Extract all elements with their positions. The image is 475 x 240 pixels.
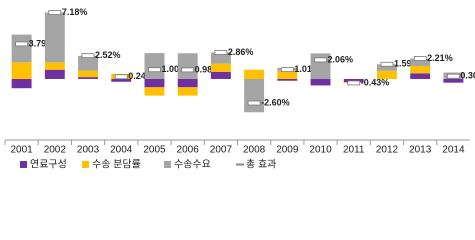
bar-segment (78, 70, 98, 78)
total-marker (114, 74, 128, 80)
bar-segment (44, 69, 65, 79)
bar-segment (44, 12, 65, 63)
total-label: 7.18% (62, 7, 88, 17)
bar-segment (78, 55, 98, 71)
x-tick-label: 2014 (442, 145, 465, 156)
x-tick-label: 2001 (10, 145, 33, 156)
total-marker (413, 56, 427, 61)
total-marker (280, 67, 294, 73)
total-marker (148, 67, 161, 73)
total-marker (314, 57, 327, 63)
bar-segment (210, 63, 231, 72)
chart: 2001 3.79% 2002 7.18% 2003 2.52% 2004 0.24% 2005… (4, 7, 475, 171)
total-marker (380, 61, 394, 67)
x-tick-label: 2004 (110, 145, 133, 156)
bar-segment (78, 77, 98, 79)
bar-segment (210, 52, 231, 64)
x-tick-label: 2013 (409, 145, 432, 156)
bar-segment (111, 78, 132, 82)
bar-segment (44, 62, 65, 70)
total-marker (181, 67, 195, 73)
total-label: 3.79% (29, 38, 55, 48)
legend-swatch (164, 161, 171, 168)
bar-segment (11, 78, 32, 89)
total-label: 2.52% (95, 50, 121, 60)
legend-label: 수송수요 (174, 159, 211, 171)
bar-segment (244, 69, 265, 79)
bar-segment (144, 53, 165, 79)
total-label: -2.60% (261, 97, 290, 107)
x-tick-label: 2006 (177, 145, 200, 156)
x-tick-label: 2003 (77, 145, 100, 156)
bar-segment (210, 71, 231, 79)
x-tick-label: 2002 (44, 145, 67, 156)
total-marker (247, 100, 261, 106)
total-label: 1.59% (394, 59, 420, 69)
bar-segment (177, 87, 198, 96)
bar-segment (410, 65, 431, 74)
bar-segment (277, 70, 298, 79)
bar-segment (310, 78, 331, 86)
x-tick-label: 2007 (210, 145, 233, 156)
x-tick-label: 2009 (276, 145, 299, 156)
legend-label: 수송 분담률 (92, 159, 141, 171)
total-marker (15, 41, 29, 47)
total-label: 0.24% (128, 71, 154, 81)
total-marker (214, 50, 228, 55)
x-tick-label: 2008 (243, 145, 266, 156)
total-label: 2.06% (328, 54, 354, 64)
total-marker (48, 10, 62, 15)
legend-label: 총 효과 (246, 159, 276, 171)
total-marker (446, 73, 460, 79)
bar-segment (410, 58, 431, 66)
bar-segment (144, 78, 165, 88)
total-marker (347, 80, 361, 86)
total-label: 2.86% (228, 47, 254, 57)
x-tick-label: 2010 (309, 145, 332, 156)
x-tick-label: 2005 (143, 145, 166, 156)
x-tick-label: 2012 (376, 145, 399, 156)
bar-segment (11, 62, 32, 79)
total-marker (81, 53, 95, 59)
bar-segment (144, 87, 165, 96)
legend-label: 연료구성 (30, 159, 67, 171)
legend-swatch (82, 161, 89, 168)
bar-segment (11, 34, 32, 63)
total-label: 2.21% (427, 53, 453, 63)
bar-segment (410, 73, 431, 79)
bar-segment (177, 53, 198, 79)
total-label: 0.30% (460, 71, 475, 81)
bar-segment (377, 64, 397, 71)
total-label: 0.98% (195, 64, 221, 74)
x-tick-label: 2011 (343, 145, 365, 156)
total-label: 1.00% (161, 64, 187, 74)
bar-segment (377, 70, 397, 79)
bar-segment (443, 78, 464, 83)
total-label: 1.01% (294, 64, 320, 74)
total-label: -0.43% (361, 77, 390, 87)
legend-swatch (20, 161, 27, 168)
bar-segment (277, 78, 298, 81)
bar-segment (177, 78, 198, 88)
